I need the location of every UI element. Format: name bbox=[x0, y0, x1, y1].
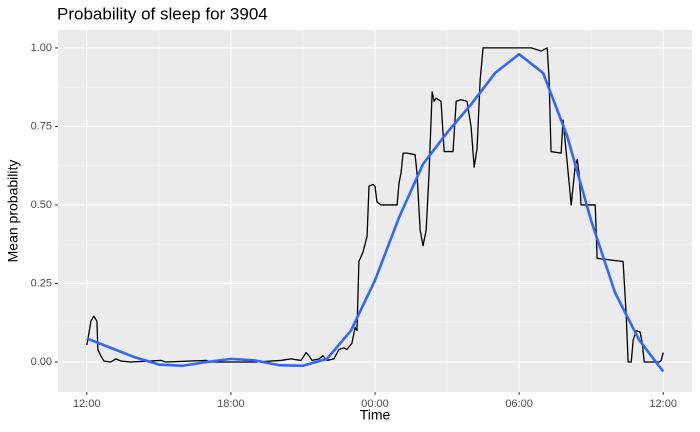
y-tick-label: 0.50 bbox=[31, 199, 52, 211]
y-tick-label: 0.75 bbox=[31, 120, 52, 132]
x-tick-label: 00:00 bbox=[361, 398, 389, 410]
chart-title: Probability of sleep for 3904 bbox=[57, 4, 268, 23]
y-tick-label: 1.00 bbox=[31, 42, 52, 54]
line bbox=[86, 47, 664, 363]
y-tick-label: 0.25 bbox=[31, 277, 52, 289]
y-tick-label: 0.00 bbox=[31, 356, 52, 368]
x-tick-label: 18:00 bbox=[217, 398, 245, 410]
x-tick-label: 12:00 bbox=[649, 398, 677, 410]
x-tick-label: 06:00 bbox=[505, 398, 533, 410]
line bbox=[86, 52, 665, 373]
x-axis-title: Time bbox=[360, 407, 391, 423]
y-axis-title: Mean probability bbox=[5, 160, 21, 263]
x-tick-label: 12:00 bbox=[73, 398, 101, 410]
